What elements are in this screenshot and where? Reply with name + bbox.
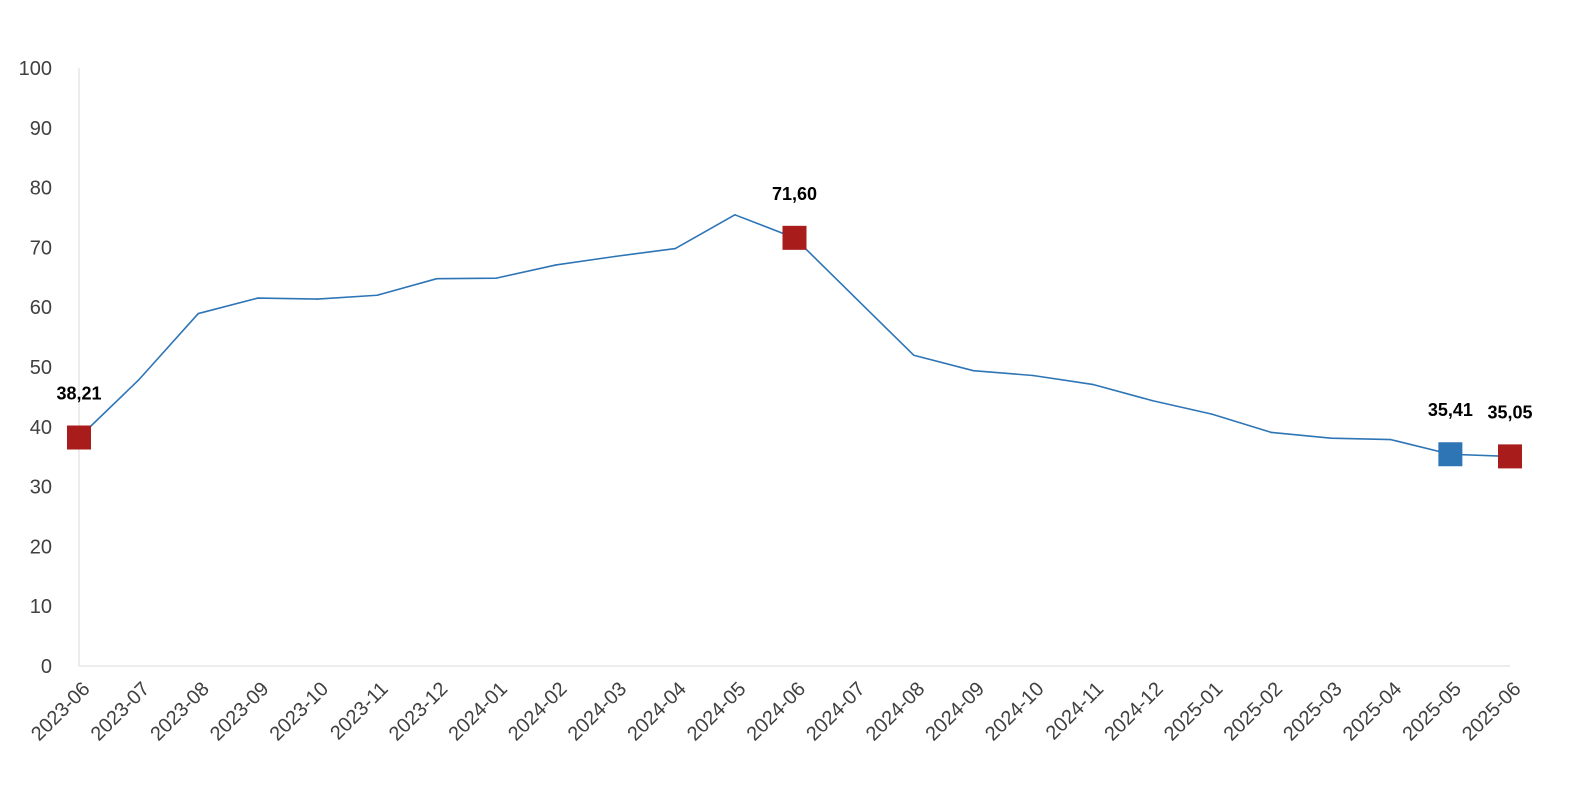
highlight-marker — [782, 225, 807, 250]
y-tick-label: 50 — [30, 357, 52, 379]
x-tick-label: 2023-10 — [266, 678, 333, 745]
data-label: 35,41 — [1428, 400, 1473, 420]
x-tick-label: 2025-04 — [1339, 678, 1406, 745]
y-tick-label: 30 — [30, 477, 52, 499]
data-label: 71,60 — [772, 184, 817, 204]
y-tick-label: 40 — [30, 417, 52, 439]
x-tick-label: 2024-07 — [802, 678, 869, 745]
data-point — [555, 264, 557, 266]
data-label: 38,21 — [56, 384, 101, 404]
y-tick-label: 70 — [30, 237, 52, 259]
x-tick-label: 2025-06 — [1458, 678, 1525, 745]
highlight-marker — [1498, 444, 1522, 469]
x-tick-label: 2024-11 — [1042, 678, 1108, 744]
data-point — [972, 369, 975, 372]
data-point — [853, 295, 855, 298]
data-point — [316, 298, 319, 300]
x-tick-label: 2025-01 — [1160, 678, 1227, 745]
data-point — [1032, 374, 1034, 377]
x-tick-label: 2023-06 — [27, 678, 94, 745]
highlight-marker — [67, 425, 91, 450]
y-tick-label: 80 — [30, 178, 52, 200]
x-tick-label: 2025-02 — [1220, 678, 1287, 745]
x-tick-label: 2024-03 — [564, 678, 631, 745]
data-point — [1151, 399, 1154, 402]
data-point — [1330, 437, 1332, 439]
data-point — [197, 312, 200, 315]
data-point — [1091, 383, 1094, 386]
series-line — [78, 214, 1511, 458]
x-tick-label: 2023-09 — [206, 678, 273, 745]
data-point — [435, 277, 438, 280]
y-tick-label: 0 — [41, 656, 52, 678]
x-tick-label: 2024-10 — [981, 678, 1048, 745]
data-point — [674, 247, 677, 250]
highlight-marker — [1438, 442, 1463, 467]
data-point — [495, 277, 498, 279]
x-tick-label: 2024-04 — [623, 678, 690, 745]
x-tick-label: 2024-01 — [444, 678, 511, 745]
x-tick-labels: 2023-062023-072023-082023-092023-102023-… — [27, 678, 1525, 745]
x-tick-label: 2023-08 — [146, 678, 213, 745]
data-point — [137, 379, 140, 381]
x-tick-label: 2023-07 — [87, 678, 154, 745]
x-tick-label: 2023-12 — [385, 678, 452, 745]
x-tick-label: 2024-06 — [743, 678, 810, 745]
y-tick-label: 20 — [30, 536, 52, 558]
highlight-markers — [67, 225, 1522, 469]
data-point — [376, 294, 378, 297]
x-tick-label: 2024-02 — [504, 678, 571, 745]
data-point — [257, 297, 259, 299]
x-tick-label: 2024-09 — [921, 678, 988, 745]
x-tick-label: 2025-03 — [1279, 678, 1346, 745]
x-tick-label: 2024-05 — [683, 678, 750, 745]
data-point — [734, 214, 736, 216]
x-tick-label: 2024-12 — [1100, 678, 1167, 745]
series-line-group — [78, 214, 1511, 458]
data-point — [912, 354, 915, 357]
y-tick-label: 60 — [30, 297, 52, 319]
y-tick-label: 10 — [30, 596, 52, 618]
y-tick-label: 100 — [19, 58, 52, 80]
data-label: 35,05 — [1487, 402, 1532, 422]
data-point — [614, 255, 617, 258]
data-labels: 38,21 71,60 35,41 35,05 — [56, 184, 1532, 423]
data-point — [1389, 438, 1392, 441]
data-point — [1270, 431, 1273, 434]
y-tick-labels: 0 10 20 30 40 50 60 70 80 90 100 — [19, 58, 52, 678]
y-tick-label: 90 — [30, 118, 52, 140]
x-tick-label: 2025-05 — [1398, 678, 1465, 745]
x-tick-label: 2023-11 — [326, 678, 392, 744]
x-tick-label: 2024-08 — [862, 678, 929, 745]
data-point — [1211, 413, 1213, 415]
